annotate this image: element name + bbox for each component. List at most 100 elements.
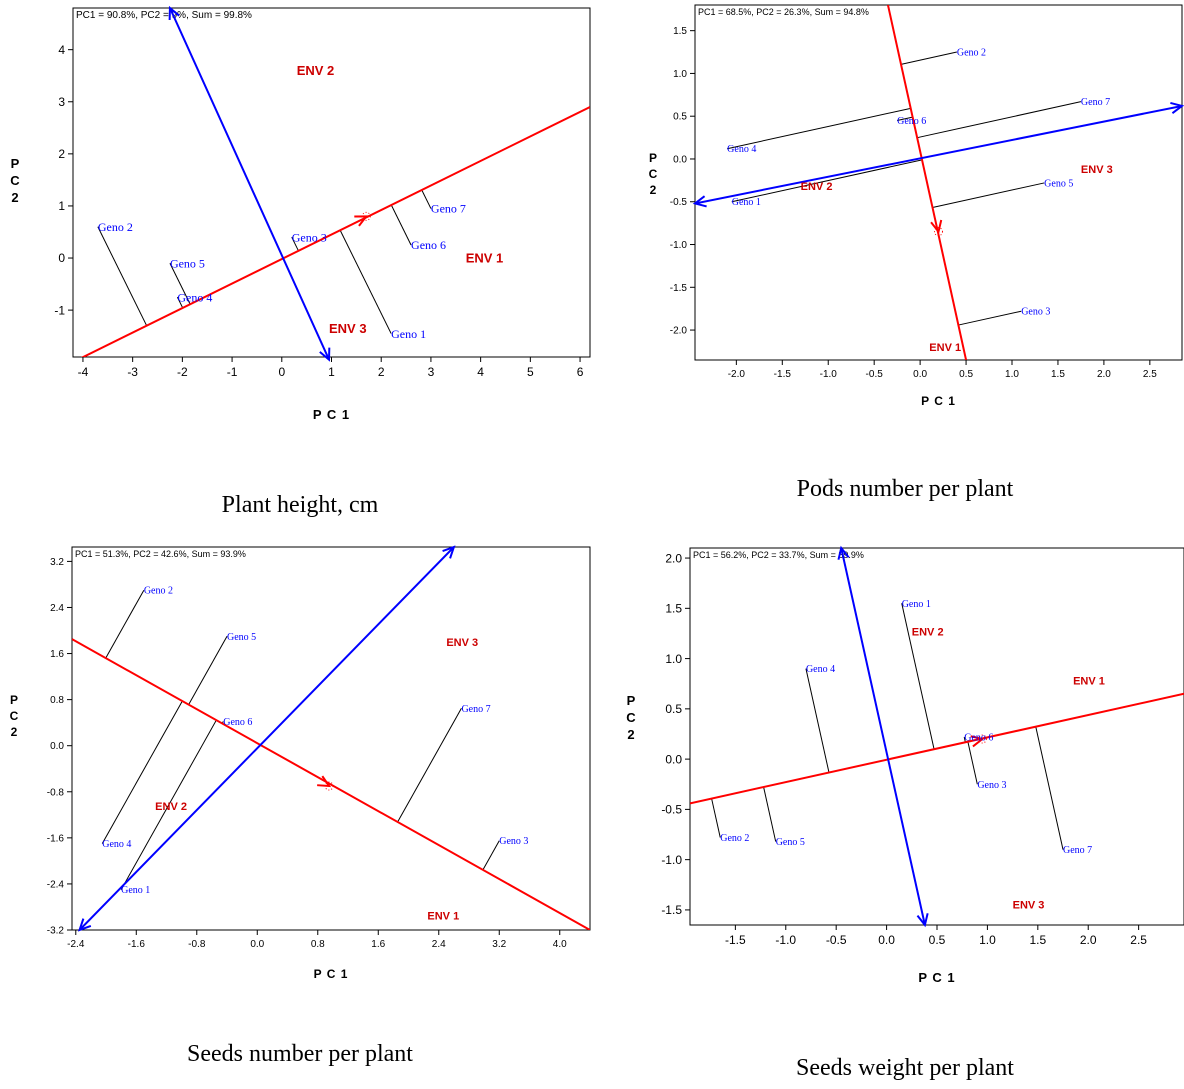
average-environment-marker [977, 734, 987, 744]
x-tick-label: -2.0 [728, 369, 746, 380]
y-tick-label: 3.2 [50, 557, 64, 568]
x-tick-label: 2.0 [1080, 933, 1097, 947]
y-axis-label-part: P [11, 156, 20, 171]
environment-label: ENV 2 [155, 801, 187, 813]
environment-label: ENV 3 [329, 321, 367, 336]
genotype-projection-line [967, 741, 978, 785]
genotype-projection-line [711, 798, 721, 838]
genotype-label: Geno 6 [964, 733, 993, 744]
axis-arrowhead [1170, 101, 1184, 114]
genotype-projection-line [421, 189, 432, 209]
x-tick-label: 4.0 [553, 939, 567, 950]
x-tick-label: 2.0 [1097, 369, 1111, 380]
genotype-label: Geno 1 [902, 599, 931, 610]
blue-axis-line [78, 547, 455, 930]
biplot-svg: PC1 = 56.2%, PC2 = 33.7%, Sum = 89.9% -1.… [626, 545, 1184, 985]
blue-axis-line [169, 8, 329, 357]
plot-content [695, 5, 1182, 360]
x-tick-label: 0.8 [311, 939, 325, 950]
axis-direction-arrow [970, 735, 985, 748]
average-environment-marker [934, 227, 943, 237]
y-tick-label: -3.2 [47, 926, 65, 937]
x-tick-label: -4 [78, 365, 89, 379]
y-tick-label: 2 [58, 147, 65, 161]
genotype-label: Geno 7 [461, 704, 490, 715]
y-tick-label: 0.0 [673, 154, 687, 165]
genotype-label: Geno 5 [776, 837, 805, 848]
x-tick-label: 5 [527, 365, 534, 379]
genotype-label: Geno 3 [977, 780, 1006, 791]
y-tick-label: 0.5 [673, 112, 687, 123]
plot-title: PC1 = 56.2%, PC2 = 33.7%, Sum = 89.9% [693, 550, 864, 560]
y-tick-label: 1.0 [665, 652, 682, 666]
plot-content [72, 547, 590, 930]
genotype-label: Geno 3 [499, 836, 528, 847]
x-tick-label: -1.5 [774, 369, 792, 380]
genotype-projection-line [339, 230, 392, 334]
genotype-label: Geno 1 [391, 327, 426, 341]
plot-title: PC1 = 90.8%, PC2 = 9%, Sum = 99.8% [76, 10, 252, 21]
y-tick-label: -2.0 [670, 326, 688, 337]
genotype-projection-line [188, 636, 228, 705]
genotype-projection-line [390, 204, 412, 246]
genotype-projection-line [958, 310, 1022, 326]
environment-label: ENV 2 [801, 181, 833, 193]
x-tick-label: -1.0 [775, 933, 796, 947]
genotype-label: Geno 7 [1063, 845, 1092, 856]
y-tick-label: -1.5 [670, 283, 688, 294]
genotype-label: Geno 5 [170, 256, 205, 270]
plot-frame [694, 4, 1183, 361]
average-environment-marker [361, 211, 371, 221]
axis-arrowhead [442, 545, 456, 559]
y-axis-label-part: P [10, 693, 18, 707]
y-axis-label-part: 2 [11, 190, 18, 205]
average-environment-marker [324, 781, 334, 791]
genotype-projection-line [291, 236, 299, 252]
biplot-svg: PC1 = 51.3%, PC2 = 42.6%, Sum = 93.9% -2.… [10, 545, 591, 981]
x-tick-label: 0 [278, 365, 285, 379]
x-tick-label: -0.8 [188, 939, 206, 950]
y-tick-label: -2.4 [47, 879, 65, 890]
x-tick-label: 3.2 [492, 939, 506, 950]
x-tick-label: 2.4 [432, 939, 446, 950]
y-tick-label: 2.0 [665, 551, 682, 565]
x-tick-label: 2 [378, 365, 385, 379]
environment-label: ENV 2 [912, 626, 944, 638]
y-tick-label: 0.8 [50, 695, 64, 706]
plot-frame [71, 546, 591, 931]
x-tick-label: 1.0 [979, 933, 996, 947]
environment-label: ENV 1 [427, 910, 459, 922]
genotype-projection-line [1035, 726, 1064, 850]
genotype-label: Geno 6 [223, 717, 252, 728]
x-axis-label: P C 1 [921, 394, 956, 408]
x-tick-label: 2.5 [1143, 369, 1157, 380]
y-tick-label: -1.5 [661, 903, 682, 917]
red-axis-line [690, 692, 1184, 805]
x-tick-label: -1.0 [820, 369, 838, 380]
x-tick-label: 0.0 [878, 933, 895, 947]
genotype-projection-line [482, 840, 500, 871]
environment-label: ENV 2 [297, 63, 335, 78]
genotype-projection-line [731, 159, 923, 203]
x-tick-label: 1.0 [1005, 369, 1019, 380]
x-axis-label: P C 1 [918, 970, 955, 985]
y-tick-label: -1.6 [47, 833, 65, 844]
x-tick-label: -0.5 [866, 369, 884, 380]
y-axis-label-part: C [626, 710, 636, 725]
x-tick-label: -1.5 [725, 933, 746, 947]
genotype-projection-line [97, 226, 148, 326]
y-tick-label: 1.5 [673, 26, 687, 37]
genotype-label: Geno 2 [957, 48, 986, 59]
plot-frame [689, 547, 1184, 926]
genotype-label: Geno 7 [1081, 97, 1110, 108]
y-tick-label: 3 [58, 95, 65, 109]
genotype-projection-line [901, 603, 935, 750]
axis-arrowhead [916, 913, 929, 928]
biplot-panel-pods-number: PC1 = 68.5%, PC2 = 26.3%, Sum = 94.8% -2.… [592, 0, 1184, 440]
x-tick-label: -2.4 [67, 939, 85, 950]
biplot-panel-seeds-number: PC1 = 51.3%, PC2 = 42.6%, Sum = 93.9% -2.… [0, 540, 592, 1000]
y-tick-label: 0.0 [665, 752, 682, 766]
